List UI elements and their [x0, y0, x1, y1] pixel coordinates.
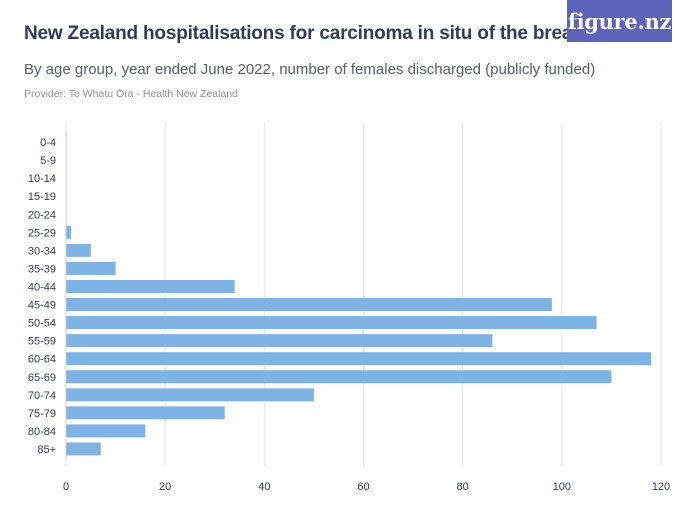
- y-tick-label: 50-54: [28, 318, 56, 330]
- bar: [66, 298, 552, 312]
- data-provider: Provider: Te Whatu Ora - Health New Zeal…: [24, 88, 238, 100]
- y-tick-label: 45-49: [28, 300, 56, 312]
- bar: [66, 225, 71, 239]
- y-tick-label: 5-9: [40, 155, 56, 167]
- y-tick-label: 75-79: [28, 408, 56, 420]
- chart-subtitle: By age group, year ended June 2022, numb…: [24, 61, 596, 78]
- bar: [66, 442, 101, 456]
- chart-title: New Zealand hospitalisations for carcino…: [24, 23, 589, 44]
- y-tick-label: 60-64: [28, 354, 56, 366]
- y-tick-label: 0-4: [40, 137, 56, 149]
- y-tick-label: 70-74: [28, 390, 56, 402]
- x-tick-label: 80: [457, 481, 469, 493]
- y-tick-label: 85+: [37, 444, 56, 456]
- x-tick-label: 120: [652, 481, 670, 493]
- bar: [66, 261, 116, 275]
- bar: [66, 424, 146, 438]
- y-tick-label: 35-39: [28, 263, 56, 275]
- x-tick-label: 40: [258, 481, 270, 493]
- y-tick-label: 65-69: [28, 372, 56, 384]
- y-tick-label: 80-84: [28, 426, 56, 438]
- y-tick-label: 10-14: [28, 173, 56, 185]
- bar: [66, 243, 91, 257]
- bar: [66, 406, 225, 420]
- bar: [66, 279, 235, 293]
- y-tick-label: 30-34: [28, 245, 56, 257]
- x-tick-label: 60: [357, 481, 369, 493]
- y-tick-label: 20-24: [28, 209, 56, 221]
- y-tick-label: 25-29: [28, 227, 56, 239]
- bar: [66, 370, 612, 384]
- figure-nz-logo[interactable]: figure.nz: [567, 0, 672, 42]
- y-tick-label: 15-19: [28, 191, 56, 203]
- x-tick-label: 100: [553, 481, 571, 493]
- x-tick-label: 0: [63, 481, 69, 493]
- bar: [66, 334, 493, 348]
- bar: [66, 388, 314, 402]
- bar: [66, 352, 652, 366]
- bar: [66, 316, 597, 330]
- y-tick-label: 55-59: [28, 336, 56, 348]
- y-tick-label: 40-44: [28, 281, 56, 293]
- x-tick-label: 20: [159, 481, 171, 493]
